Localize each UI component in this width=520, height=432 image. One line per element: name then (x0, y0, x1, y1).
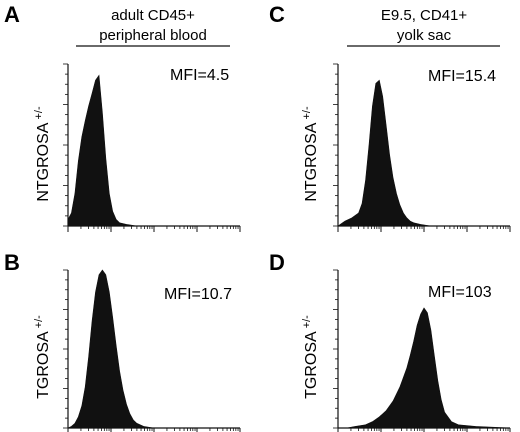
panel-d: D TGROSA+/- MFI=103 (269, 250, 511, 432)
column-title-right-line2: yolk sac (397, 27, 452, 44)
histogram-a-area (67, 74, 240, 227)
panel-a-ylabel: NTGROSA+/- (33, 106, 52, 202)
column-title-left-line1: adult CD45+ (111, 7, 195, 24)
panel-d-ylabel: TGROSA+/- (301, 315, 320, 399)
histogram-c-area (337, 79, 510, 227)
column-title-left-line2: peripheral blood (99, 27, 207, 44)
column-title-right-line1: E9.5, CD41+ (381, 7, 468, 24)
histogram-b-area (67, 269, 240, 429)
panel-b-ylabel: TGROSA+/- (33, 315, 52, 399)
panel-a: A NTGROSA+/- MFI=4.5 (4, 2, 241, 232)
panel-c-mfi-label: MFI=15.4 (428, 68, 496, 85)
histogram-d-area (338, 307, 511, 429)
panel-b-mfi-label: MFI=10.7 (164, 286, 232, 303)
histogram-d (333, 269, 511, 432)
panel-c: C NTGROSA+/- MFI=15.4 (269, 2, 511, 232)
panel-d-mfi-label: MFI=103 (428, 284, 492, 301)
panel-a-mfi-label: MFI=4.5 (170, 67, 229, 84)
panel-letter-d: D (269, 250, 285, 275)
histogram-b (63, 269, 241, 432)
panel-c-ylabel: NTGROSA+/- (301, 106, 320, 202)
panel-letter-b: B (4, 250, 20, 275)
panel-letter-c: C (269, 2, 285, 27)
panel-b: B TGROSA+/- MFI=10.7 (4, 250, 241, 432)
histogram-c (333, 63, 511, 232)
panel-letter-a: A (4, 2, 20, 27)
histogram-a (63, 63, 241, 232)
